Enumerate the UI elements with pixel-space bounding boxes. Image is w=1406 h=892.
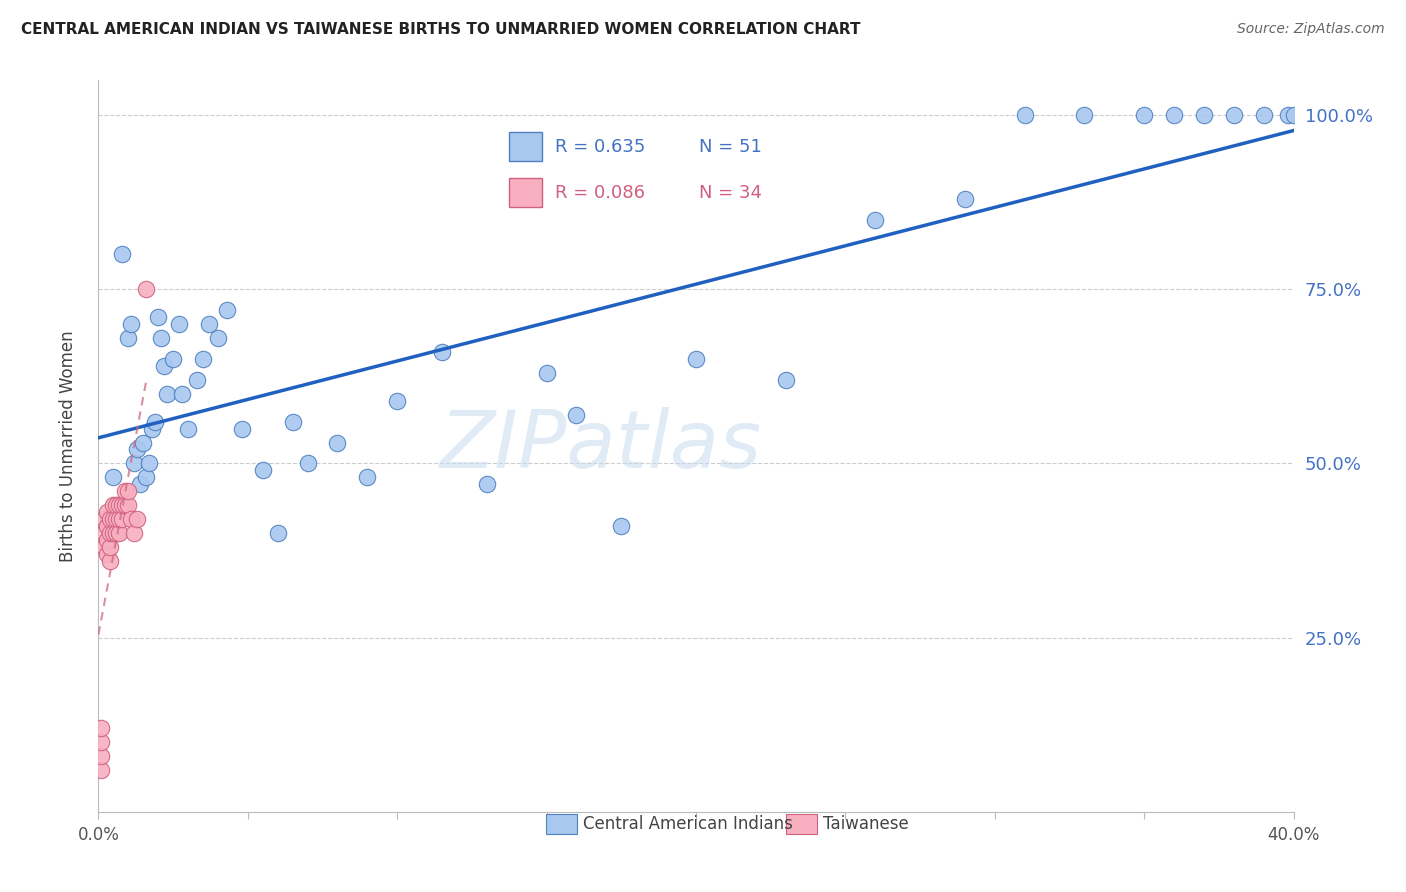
Point — [90, 763, 112, 777]
Point — [103, 470, 125, 484]
Point — [1277, 108, 1299, 122]
Point — [90, 749, 112, 764]
Point — [111, 512, 134, 526]
Point — [103, 526, 125, 541]
Point — [385, 393, 409, 408]
Point — [326, 435, 349, 450]
Text: Taiwanese: Taiwanese — [823, 815, 908, 833]
Point — [167, 317, 190, 331]
Point — [111, 498, 134, 512]
Point — [93, 512, 115, 526]
Point — [281, 415, 304, 429]
Point — [141, 421, 163, 435]
Point — [93, 526, 115, 541]
Point — [98, 526, 122, 541]
Point — [1282, 108, 1305, 122]
Point — [90, 735, 112, 749]
Point — [191, 351, 214, 366]
FancyBboxPatch shape — [509, 132, 541, 161]
Point — [108, 512, 131, 526]
Text: N = 51: N = 51 — [699, 137, 762, 156]
Point — [685, 351, 707, 366]
Point — [143, 415, 166, 429]
Point — [96, 519, 118, 533]
Text: Central American Indians: Central American Indians — [583, 815, 793, 833]
Text: CENTRAL AMERICAN INDIAN VS TAIWANESE BIRTHS TO UNMARRIED WOMEN CORRELATION CHART: CENTRAL AMERICAN INDIAN VS TAIWANESE BIR… — [21, 22, 860, 37]
Point — [138, 457, 160, 471]
Point — [215, 303, 238, 318]
Point — [198, 317, 221, 331]
Point — [536, 366, 558, 380]
Point — [124, 526, 146, 541]
Point — [297, 457, 319, 471]
Point — [120, 512, 142, 526]
Point — [98, 512, 122, 526]
Point — [153, 359, 176, 373]
Y-axis label: Births to Unmarried Women: Births to Unmarried Women — [59, 330, 77, 562]
Point — [98, 554, 122, 568]
Point — [775, 373, 797, 387]
Point — [865, 212, 887, 227]
Point — [1133, 108, 1156, 122]
Point — [117, 331, 139, 345]
Point — [105, 498, 128, 512]
Point — [177, 421, 200, 435]
Point — [1014, 108, 1036, 122]
Point — [150, 331, 173, 345]
Point — [186, 373, 208, 387]
Text: R = 0.635: R = 0.635 — [555, 137, 645, 156]
Point — [430, 345, 453, 359]
Point — [117, 484, 139, 499]
Point — [114, 484, 136, 499]
Point — [96, 505, 118, 519]
Point — [108, 498, 131, 512]
Point — [105, 512, 128, 526]
Point — [114, 498, 136, 512]
FancyBboxPatch shape — [509, 178, 541, 207]
Point — [1073, 108, 1095, 122]
Point — [148, 310, 170, 325]
Point — [252, 463, 274, 477]
Point — [1163, 108, 1185, 122]
Point — [103, 512, 125, 526]
Point — [207, 331, 229, 345]
Text: N = 34: N = 34 — [699, 184, 762, 202]
Point — [953, 192, 976, 206]
Point — [117, 498, 139, 512]
Point — [93, 540, 115, 554]
Point — [356, 470, 378, 484]
Point — [132, 435, 155, 450]
Point — [162, 351, 184, 366]
Point — [1223, 108, 1246, 122]
Point — [231, 421, 253, 435]
Point — [90, 721, 112, 735]
Point — [105, 526, 128, 541]
Point — [565, 408, 588, 422]
Point — [135, 282, 157, 296]
Point — [135, 470, 157, 484]
Point — [96, 547, 118, 561]
Point — [120, 317, 142, 331]
Point — [475, 477, 498, 491]
Point — [129, 477, 152, 491]
Point — [108, 526, 131, 541]
Text: ZIPatlas: ZIPatlas — [439, 407, 762, 485]
Point — [124, 457, 146, 471]
Text: R = 0.086: R = 0.086 — [555, 184, 645, 202]
Point — [96, 533, 118, 547]
Point — [103, 498, 125, 512]
Point — [267, 526, 290, 541]
Point — [127, 442, 149, 457]
Point — [1192, 108, 1215, 122]
Text: Source: ZipAtlas.com: Source: ZipAtlas.com — [1237, 22, 1385, 37]
Point — [111, 247, 134, 261]
Point — [127, 512, 149, 526]
Point — [1253, 108, 1275, 122]
Point — [610, 519, 633, 533]
Point — [98, 540, 122, 554]
Point — [172, 386, 194, 401]
Point — [156, 386, 179, 401]
